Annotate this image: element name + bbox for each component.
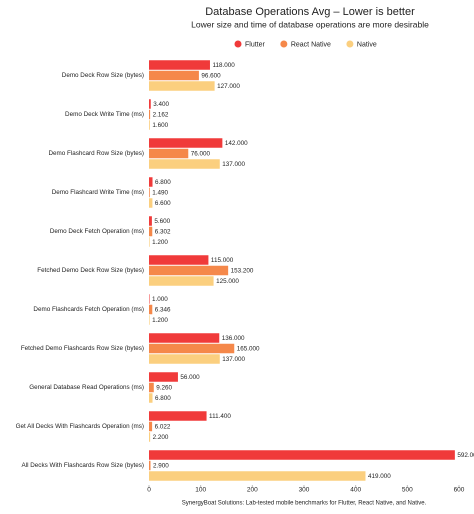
bar bbox=[149, 372, 178, 382]
bar bbox=[149, 276, 214, 286]
value-label: 1.000 bbox=[152, 296, 168, 303]
value-label: 127.000 bbox=[217, 83, 240, 90]
value-label: 9.260 bbox=[156, 385, 172, 392]
value-label: 142.000 bbox=[225, 140, 248, 147]
legend-swatch bbox=[280, 40, 288, 48]
bar bbox=[149, 432, 151, 442]
bar bbox=[149, 471, 366, 481]
value-label: 111.400 bbox=[209, 413, 231, 420]
value-label: 137.000 bbox=[222, 161, 245, 168]
value-label: 153.200 bbox=[231, 268, 254, 275]
value-label: 137.000 bbox=[222, 356, 245, 363]
bar bbox=[149, 421, 153, 432]
legend-swatch bbox=[346, 40, 354, 48]
bar bbox=[149, 382, 154, 393]
bar bbox=[149, 393, 153, 403]
category-label: Demo Flashcard Write Time (ms) bbox=[52, 189, 144, 196]
legend-label: Native bbox=[357, 41, 377, 48]
bar bbox=[149, 343, 235, 354]
value-label: 2.200 bbox=[153, 434, 169, 441]
bar bbox=[149, 304, 153, 315]
value-label: 6.800 bbox=[155, 395, 171, 402]
value-label: 1.200 bbox=[152, 239, 168, 246]
bar bbox=[149, 226, 153, 237]
bar bbox=[149, 70, 199, 81]
value-label: 165.000 bbox=[237, 346, 260, 353]
bar bbox=[149, 255, 209, 265]
category-label: General Database Read Operations (ms) bbox=[29, 384, 144, 391]
legend-label: Flutter bbox=[245, 41, 266, 48]
bar bbox=[149, 294, 150, 304]
value-label: 2.900 bbox=[153, 463, 169, 470]
bar bbox=[149, 148, 189, 159]
category-label: Demo Flashcards Fetch Operation (ms) bbox=[33, 306, 144, 313]
bar bbox=[149, 265, 229, 276]
bar bbox=[149, 333, 220, 343]
value-label: 419.000 bbox=[368, 473, 391, 480]
category-label: Fetched Demo Flashcards Row Size (bytes) bbox=[21, 345, 144, 352]
bar bbox=[149, 315, 150, 325]
value-label: 6.022 bbox=[155, 424, 171, 431]
bar bbox=[149, 216, 152, 226]
category-label: All Decks With Flashcards Row Size (byte… bbox=[22, 462, 144, 469]
legend-label: React Native bbox=[291, 41, 331, 48]
bar bbox=[149, 120, 150, 130]
bar bbox=[149, 159, 220, 169]
category-label: Demo Deck Fetch Operation (ms) bbox=[50, 228, 144, 235]
chart-subtitle: Lower size and time of database operatio… bbox=[191, 19, 429, 29]
category-label: Fetched Demo Deck Row Size (bytes) bbox=[37, 267, 144, 274]
chart-title: Database Operations Avg – Lower is bette… bbox=[205, 6, 415, 18]
x-tick-label: 100 bbox=[195, 487, 206, 494]
value-label: 3.400 bbox=[153, 101, 169, 108]
bar bbox=[149, 450, 455, 460]
x-tick-label: 0 bbox=[147, 487, 151, 494]
value-label: 96.600 bbox=[201, 73, 221, 80]
value-label: 56.000 bbox=[180, 374, 200, 381]
bar bbox=[149, 60, 210, 70]
value-label: 115.000 bbox=[211, 257, 234, 264]
value-label: 1.200 bbox=[152, 317, 168, 324]
value-label: 2.162 bbox=[153, 112, 169, 119]
bar bbox=[149, 354, 220, 364]
value-label: 125.000 bbox=[216, 278, 239, 285]
category-label: Demo Flashcard Row Size (bytes) bbox=[48, 150, 144, 157]
value-label: 592.000 bbox=[457, 452, 474, 459]
bar bbox=[149, 99, 151, 109]
footer: SynergyBoat Solutions: Lab-tested mobile… bbox=[182, 501, 427, 507]
bar bbox=[149, 177, 153, 187]
legend-swatch bbox=[234, 40, 242, 48]
x-tick-label: 200 bbox=[247, 487, 258, 494]
bar bbox=[149, 187, 150, 198]
value-label: 6.302 bbox=[155, 229, 171, 236]
category-label: Get All Decks With Flashcards Operation … bbox=[16, 423, 144, 430]
value-label: 6.800 bbox=[155, 179, 171, 186]
category-label: Demo Deck Write Time (ms) bbox=[65, 111, 144, 118]
bar bbox=[149, 198, 153, 208]
x-tick-label: 400 bbox=[350, 487, 361, 494]
value-label: 76.000 bbox=[191, 151, 211, 158]
value-label: 1.600 bbox=[152, 122, 168, 129]
category-label: Demo Deck Row Size (bytes) bbox=[62, 72, 144, 79]
bar bbox=[149, 411, 207, 421]
value-label: 5.600 bbox=[154, 218, 170, 225]
x-tick-label: 300 bbox=[299, 487, 310, 494]
bar bbox=[149, 138, 223, 148]
x-tick-label: 600 bbox=[454, 487, 465, 494]
value-label: 136.000 bbox=[222, 335, 245, 342]
bar bbox=[149, 237, 150, 247]
bar bbox=[149, 81, 215, 91]
value-label: 1.490 bbox=[152, 190, 168, 197]
value-label: 118.000 bbox=[212, 62, 235, 69]
bar bbox=[149, 109, 151, 120]
bar bbox=[149, 460, 151, 471]
value-label: 6.600 bbox=[155, 200, 171, 207]
value-label: 6.346 bbox=[155, 307, 171, 314]
x-tick-label: 500 bbox=[402, 487, 413, 494]
